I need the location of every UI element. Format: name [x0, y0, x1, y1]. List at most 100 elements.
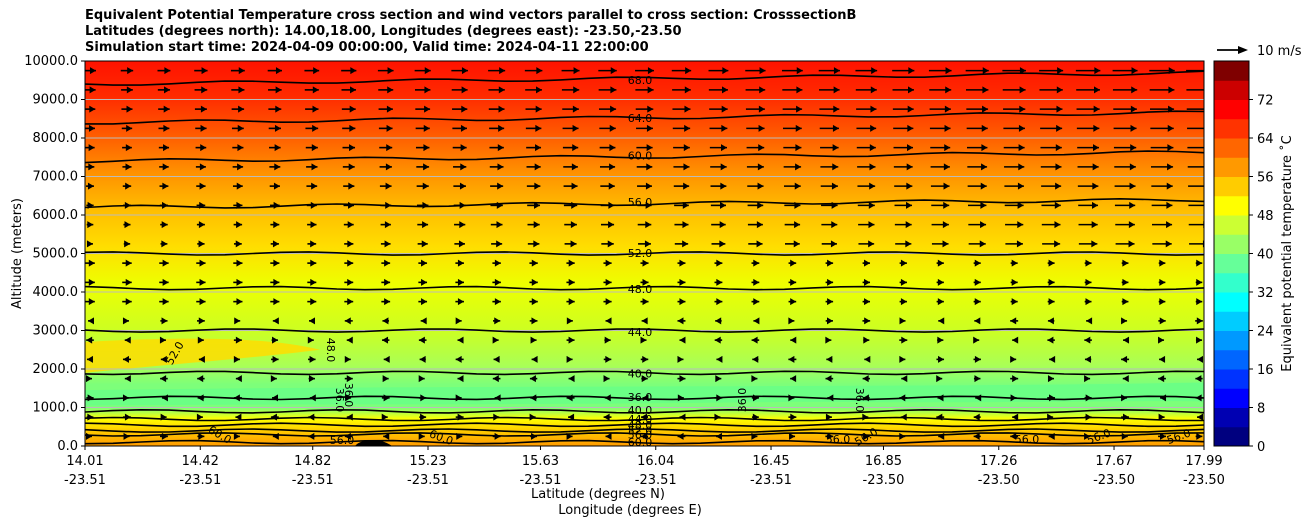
- wind-vector-head: [937, 336, 944, 344]
- wind-vector-head: [826, 317, 833, 325]
- wind-vector-head: [196, 413, 203, 421]
- wind-vector-head: [936, 375, 943, 383]
- wind-vector-head: [1049, 394, 1056, 402]
- wind-vector-head: [1084, 432, 1091, 440]
- wind-vector-head: [862, 413, 869, 421]
- wind-vector-head: [721, 144, 728, 152]
- wind-vector-head: [347, 240, 354, 248]
- wind-vector-head: [236, 201, 243, 209]
- wind-vector-head: [457, 375, 464, 383]
- wind-vector-head: [164, 67, 171, 75]
- wind-vector-head: [348, 163, 355, 171]
- wind-vector-head: [647, 86, 654, 94]
- colorbar-segment: [1214, 253, 1249, 274]
- wind-vector-head: [831, 201, 838, 209]
- wind-vector-head: [350, 67, 357, 75]
- wind-vector-head: [677, 432, 684, 440]
- wind-vector-head: [715, 317, 722, 325]
- wind-vector-head: [1205, 144, 1211, 151]
- wind-vector-head: [201, 67, 208, 75]
- wind-vector-head: [1018, 144, 1025, 152]
- wind-vector-head: [1093, 105, 1100, 113]
- wind-vector-head: [982, 67, 989, 75]
- wind-vector-head: [1197, 413, 1203, 421]
- wind-vector-head: [273, 201, 280, 209]
- wind-vector-head: [1055, 182, 1062, 190]
- wind-vector-head: [945, 86, 952, 94]
- wind-vector-head: [457, 336, 464, 344]
- wind-vector-head: [1012, 375, 1019, 383]
- wind-vector-head: [1018, 124, 1025, 132]
- wind-vector-head: [899, 317, 906, 325]
- colorbar-tick-label: 48: [1257, 209, 1274, 224]
- wind-vector-head: [942, 221, 949, 229]
- wind-vector-head: [125, 298, 132, 306]
- wind-vector-head: [721, 105, 728, 113]
- wind-vector-head: [89, 86, 96, 94]
- wind-vector-head: [832, 124, 839, 132]
- wind-vector-head: [308, 375, 315, 383]
- wind-vector-head: [1130, 124, 1137, 132]
- wind-vector-head: [198, 432, 205, 440]
- wind-vector-head: [1167, 124, 1174, 132]
- wind-vector-head: [198, 317, 205, 325]
- wind-vector-head: [1159, 259, 1166, 267]
- wind-vector-head: [679, 336, 686, 344]
- wind-vector-head: [1165, 240, 1172, 248]
- wind-vector-head: [1197, 355, 1203, 363]
- wind-vector-head: [870, 124, 877, 132]
- wind-vector-head: [1018, 163, 1025, 171]
- wind-vector-head: [864, 259, 871, 267]
- wind-vector-head: [715, 375, 722, 383]
- wind-vector-head: [88, 259, 95, 267]
- wind-vector-head: [753, 278, 760, 286]
- contour-line: [85, 370, 1204, 376]
- wind-vector-head: [572, 144, 579, 152]
- wind-vector-head: [347, 259, 354, 267]
- wind-vector-head: [124, 413, 131, 421]
- wind-vector-head: [905, 221, 912, 229]
- wind-vector-head: [1091, 240, 1098, 248]
- wind-vector-head: [233, 355, 240, 363]
- wind-vector-head: [974, 278, 981, 286]
- wind-vector-head: [162, 163, 169, 171]
- wind-vector-head: [608, 182, 615, 190]
- wind-vector-head: [937, 394, 944, 402]
- wind-vector-head: [825, 336, 832, 344]
- wind-vector-head: [421, 298, 428, 306]
- wind-vector-head: [870, 105, 877, 113]
- wind-vector-head: [571, 163, 578, 171]
- wind-vector-head: [900, 278, 907, 286]
- y-tick-label: 1000.0: [33, 401, 79, 416]
- wind-vector-head: [974, 317, 981, 325]
- wind-vector-head: [788, 317, 795, 325]
- wind-vector-head: [1085, 394, 1092, 402]
- wind-vector-head: [1121, 394, 1128, 402]
- colorbar-tick-label: 0: [1257, 440, 1265, 455]
- wind-vector-head: [568, 413, 575, 421]
- colorbar-segment: [1214, 61, 1249, 81]
- contour-line: [85, 395, 1204, 401]
- wind-vector-head: [233, 432, 240, 440]
- wind-vector-head: [938, 317, 945, 325]
- wind-vector-head: [1131, 86, 1138, 94]
- wind-vector-head: [124, 336, 131, 344]
- wind-vector-head: [459, 201, 466, 209]
- wind-vector-head: [311, 144, 318, 152]
- wind-vector-head: [1048, 298, 1055, 306]
- wind-vector-head: [899, 432, 906, 440]
- colorbar-segment: [1214, 195, 1249, 216]
- wind-vector-head: [385, 182, 392, 190]
- wind-vector-head: [346, 336, 353, 344]
- wind-vector-head: [1166, 221, 1173, 229]
- wind-vector-head: [1093, 144, 1100, 152]
- wind-vector-head: [900, 259, 907, 267]
- wind-vector-head: [869, 163, 876, 171]
- wind-vector-head: [719, 221, 726, 229]
- colorbar-tick-label: 40: [1257, 248, 1274, 263]
- wind-vector-head: [830, 240, 837, 248]
- wind-vector-head: [124, 375, 131, 383]
- wind-vector-head: [126, 105, 133, 113]
- contour-line: [85, 422, 1204, 428]
- wind-vector-head: [88, 163, 95, 171]
